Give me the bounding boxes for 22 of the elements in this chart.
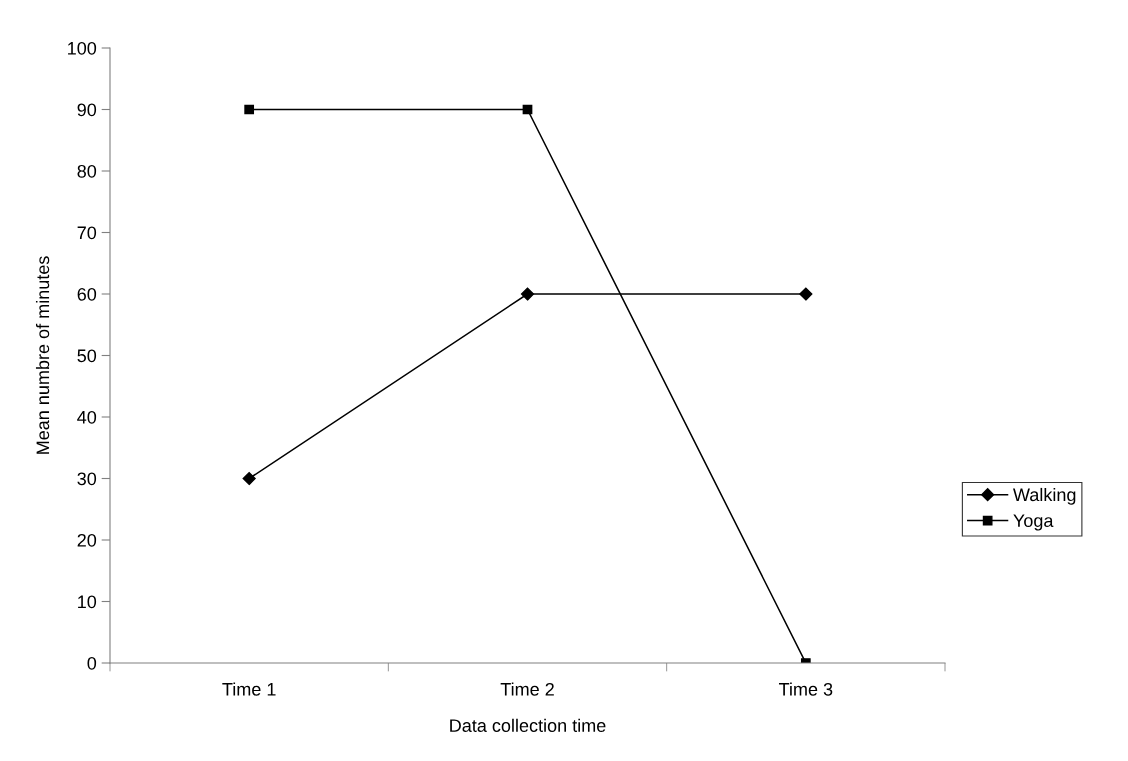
y-tick-label: 0 [87,656,97,670]
legend-label: Walking [1013,487,1076,505]
x-tick-label: Time 1 [222,682,276,696]
y-tick-label: 80 [77,164,97,178]
y-tick-label: 70 [77,226,97,240]
x-axis-title: Data collection time [450,718,606,732]
y-tick-label: 90 [77,103,97,117]
y-tick-label: 50 [77,349,97,363]
y-tick-label: 40 [77,410,97,424]
y-tick-label: 60 [77,287,97,301]
y-tick-label: 100 [68,41,97,55]
x-tick-label: Time 3 [778,682,833,696]
legend-label: Yoga [1013,514,1054,531]
point [244,104,255,115]
point [520,287,535,301]
point [242,471,256,486]
point [799,287,813,301]
y-tick-label: 20 [77,533,97,547]
x-tick-label: Time 2 [500,682,554,696]
y-tick-label: 10 [78,595,97,609]
y-axis-title: Mean numbre of minutes [35,256,50,454]
y-tick-label: 30 [77,472,97,486]
